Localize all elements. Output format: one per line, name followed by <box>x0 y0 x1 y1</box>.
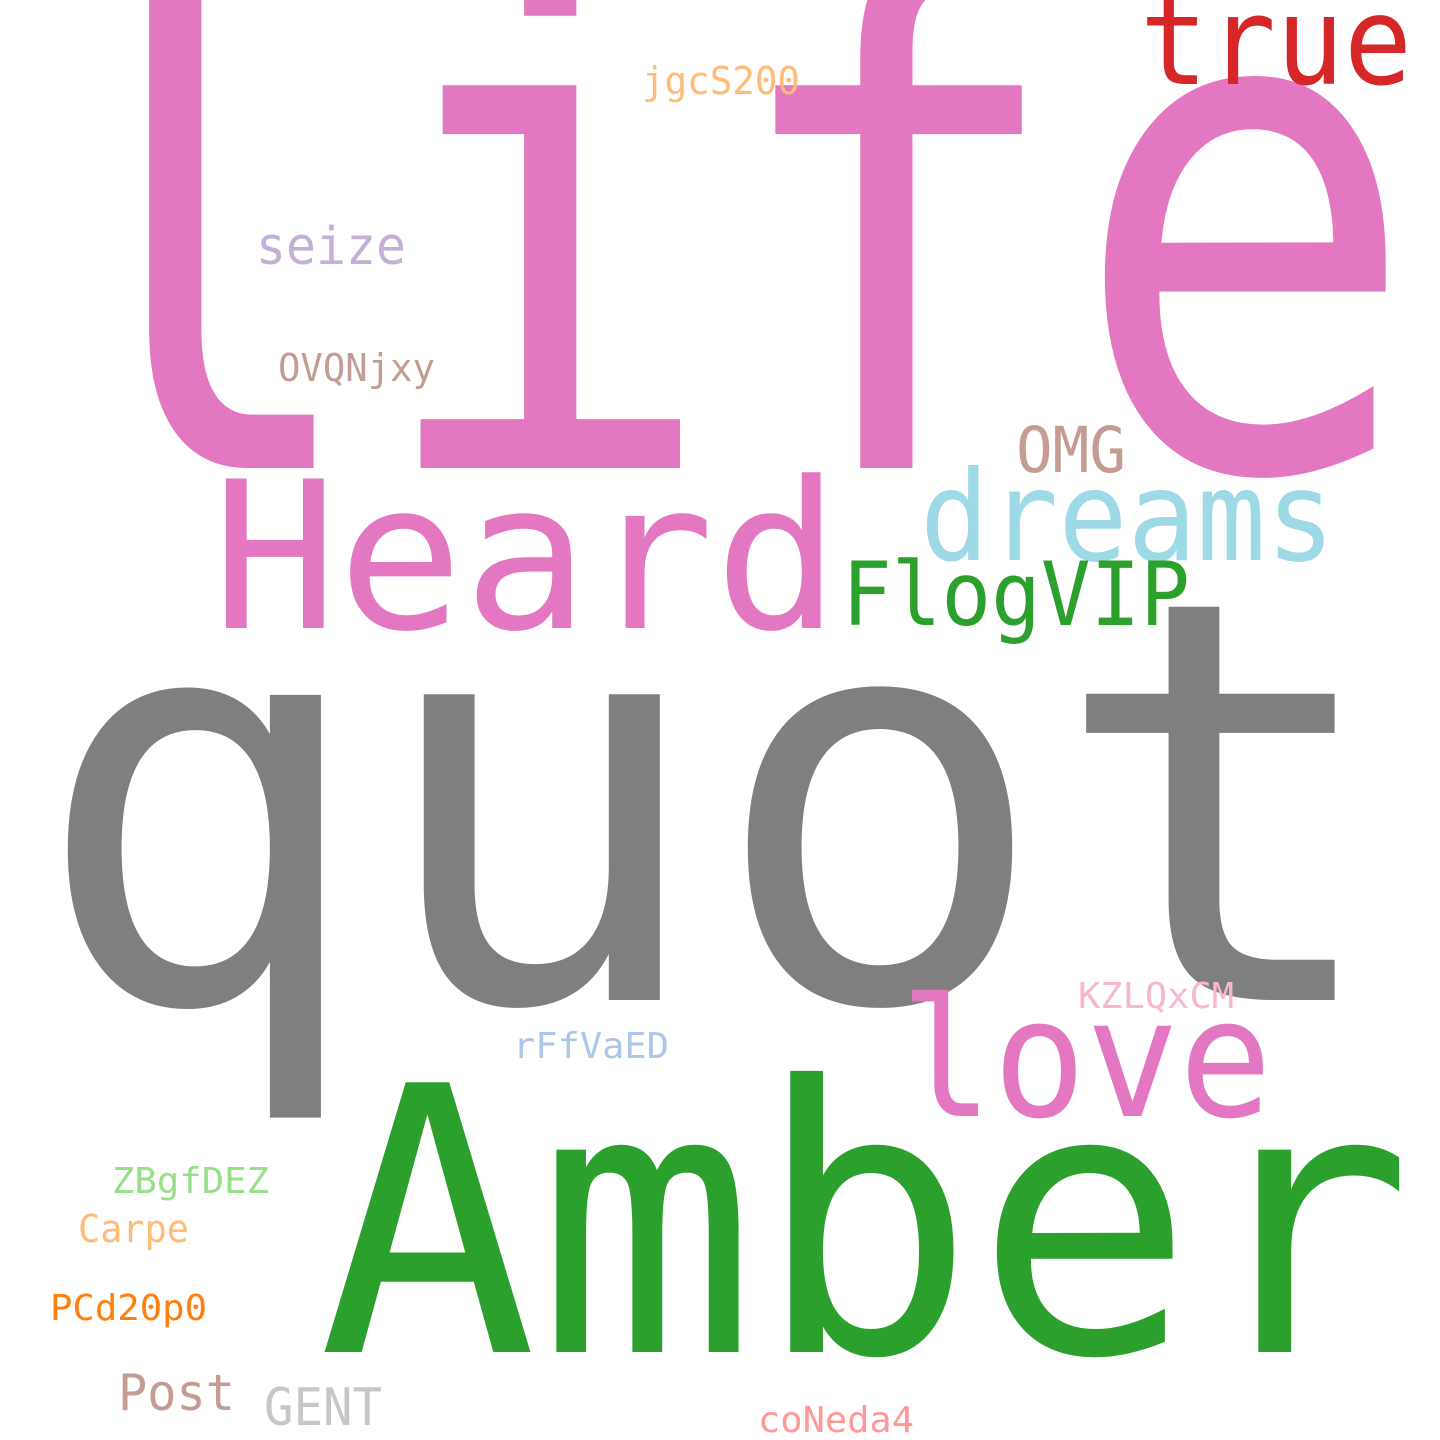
word-post: Post <box>118 1364 235 1422</box>
word-true: true <box>1140 0 1412 113</box>
word-quot: quot <box>30 481 1390 1133</box>
word-carpe: Carpe <box>78 1207 189 1251</box>
word-kzlqxcm: KZLQxCM <box>1078 976 1234 1017</box>
word-life: life <box>20 0 1420 634</box>
word-jgcs200: jgcS200 <box>642 59 800 103</box>
word-gent: GENT <box>264 1378 382 1438</box>
word-dreams: dreams <box>920 445 1335 590</box>
word-zbgfdez: ZBgfDEZ <box>112 1161 269 1202</box>
word-amber: Amber <box>318 1010 1413 1440</box>
word-flogvip: FlogVIP <box>842 543 1190 646</box>
word-seize: seize <box>256 217 406 277</box>
word-omg: OMG <box>1016 414 1126 487</box>
word-ovqnjxy: OVQNjxy <box>278 346 435 390</box>
word-rffvaed: rFfVaED <box>513 1026 669 1067</box>
word-pcd20p0: PCd20p0 <box>50 1288 207 1329</box>
word-love: love <box>900 963 1272 1155</box>
word-heard: Heard <box>212 439 840 677</box>
word-coneda4: coNeda4 <box>758 1400 914 1440</box>
